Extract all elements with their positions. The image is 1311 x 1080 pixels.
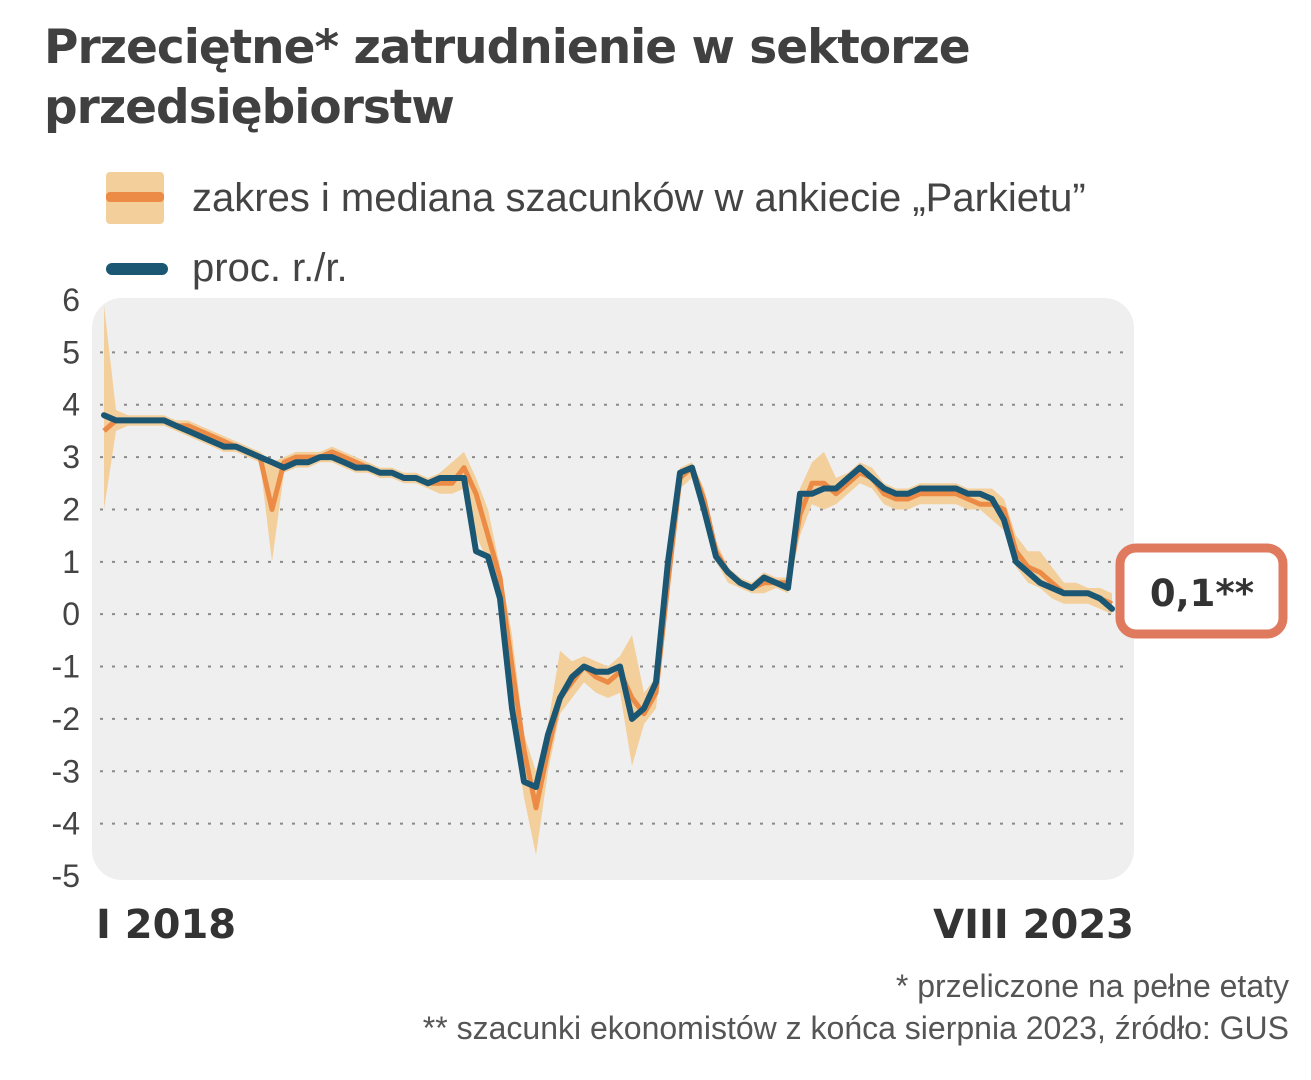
y-tick-label: -3 [52, 753, 80, 789]
callout-value: 0,1** [1150, 572, 1254, 615]
value-callout: 0,1** [1115, 543, 1288, 639]
x-label-end: VIII 2023 [933, 902, 1134, 948]
callout-box [1115, 543, 1288, 639]
estimate-median-line [102, 417, 1113, 811]
y-axis-ticks: 6 5 4 3 2 1 0 -1 -2 -3 -4 -5 [52, 282, 80, 894]
yoy-line [101, 412, 1115, 790]
y-tick-label: 6 [62, 282, 80, 318]
legend-range: zakres i mediana szacunków w ankiecie „P… [106, 172, 1086, 224]
legend-range-label: zakres i mediana szacunków w ankiecie „P… [192, 175, 1086, 220]
chart-title: Przeciętne* zatrudnienie w sektorze prze… [44, 20, 971, 135]
footnote-2: ** szacunki ekonomistów z końca sierpnia… [422, 1010, 1289, 1046]
legend-line: proc. r./r. [106, 246, 348, 291]
legend-line-label: proc. r./r. [192, 246, 348, 290]
y-tick-label: 5 [62, 334, 80, 370]
footnote-1: * przeliczone na pełne etaty [895, 968, 1289, 1004]
y-tick-label: 4 [62, 387, 80, 423]
y-tick-label: -1 [52, 649, 80, 685]
y-tick-label: -4 [52, 806, 80, 842]
legend-line-swatch [106, 262, 168, 275]
plot-background [92, 298, 1134, 880]
y-tick-label: -2 [52, 701, 80, 737]
y-tick-label: 1 [62, 544, 80, 580]
y-tick-label: -5 [52, 858, 80, 894]
legend-range-swatch [106, 172, 164, 224]
y-tick-label: 0 [62, 596, 80, 632]
x-label-start: I 2018 [96, 902, 236, 948]
y-tick-label: 2 [62, 491, 80, 527]
y-tick-label: 3 [62, 439, 80, 475]
